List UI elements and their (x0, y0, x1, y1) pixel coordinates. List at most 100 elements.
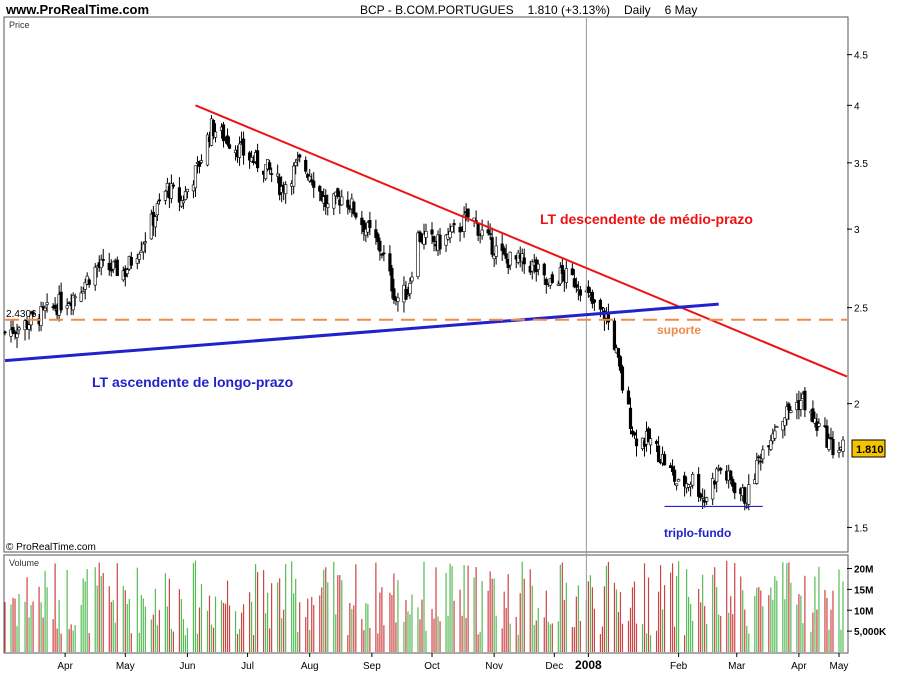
candle-body (424, 231, 428, 238)
suporte-label: suporte (657, 323, 701, 337)
candle-body (550, 274, 554, 283)
period: Daily (623, 3, 651, 17)
price-tick-label: 1.5 (854, 523, 868, 534)
candle-body (626, 390, 631, 405)
chart-title: BCP - B.COM.PORTUGUES 1.810 (+3.13%) Daily… (360, 3, 711, 17)
candle-body (284, 184, 288, 195)
candle-body (278, 176, 282, 196)
candle-body (336, 188, 340, 197)
candle-body (378, 240, 382, 252)
candle-body (388, 253, 392, 272)
price-tick-label: 4.5 (854, 51, 868, 62)
candle-body (157, 199, 161, 202)
candle-body (408, 283, 412, 294)
candle-body (13, 331, 17, 334)
candle-body (320, 191, 324, 201)
candle-body (574, 284, 578, 288)
candle-body (171, 184, 176, 187)
candle-body (676, 479, 681, 482)
candle-body (799, 400, 803, 410)
candle-body (41, 306, 45, 308)
candle-body (620, 366, 625, 391)
x-tick-label: Feb (670, 661, 688, 672)
volume-tick-label: 5,000K (854, 627, 887, 638)
candle-body (27, 324, 31, 330)
candle-body (205, 134, 210, 166)
candle-body (304, 159, 308, 172)
candle-body (522, 257, 526, 265)
candle-body (45, 302, 49, 305)
candle-body (769, 440, 773, 450)
candle-body (3, 331, 7, 334)
candle-body (817, 423, 821, 427)
last-price-value: 1.810 (856, 444, 884, 456)
candle-body (570, 268, 574, 276)
candle-body (789, 410, 793, 413)
candle-body (803, 390, 807, 411)
candle-body (697, 474, 701, 497)
candle-body (268, 162, 272, 170)
annotations (4, 104, 848, 508)
volume-bars (4, 560, 844, 652)
price-tick-label: 4 (854, 101, 860, 112)
candle-body (825, 425, 829, 448)
candle-body (689, 484, 693, 487)
lt-descendente-line (195, 104, 848, 378)
candle-body (438, 234, 442, 250)
candle-body (237, 143, 242, 158)
lt-ascendente-line (4, 302, 719, 363)
candle-body (448, 230, 452, 239)
site-url: www.ProRealTime.com (6, 2, 150, 17)
candle-body (199, 160, 204, 163)
candle-body (616, 348, 621, 358)
candle-body (783, 417, 787, 426)
candle-body (841, 439, 845, 452)
candle-body (169, 183, 173, 199)
candle-body (213, 131, 218, 138)
candle-body (646, 428, 651, 442)
volume-tick-label: 10M (854, 606, 873, 617)
candle-body (87, 279, 91, 285)
candle-body (292, 165, 296, 187)
candle-body (15, 333, 19, 338)
candle-body (542, 263, 546, 276)
candle-body (564, 268, 568, 283)
candle-body (672, 469, 677, 482)
candle-body (83, 281, 87, 290)
candle-body (380, 253, 384, 256)
candle-body (572, 278, 576, 288)
candle-body (502, 248, 506, 255)
candle-body (79, 292, 83, 302)
candle-body (590, 291, 594, 304)
candle-body (185, 188, 190, 193)
x-tick-label: Jun (179, 661, 195, 672)
x-tick-label: Jul (241, 661, 254, 672)
candle-body (674, 483, 679, 486)
x-tick-label: Nov (485, 661, 503, 672)
x-tick-label: 2008 (575, 658, 602, 672)
lt-descendente-label: LT descendente de médio-prazo (540, 211, 753, 227)
candle-body (390, 267, 394, 292)
candle-body (298, 154, 302, 158)
candle-body (382, 252, 386, 255)
candle-body (466, 208, 470, 218)
candle-body (711, 478, 715, 500)
candle-body (296, 158, 300, 161)
candle-body (255, 150, 260, 169)
candle-body (183, 191, 188, 200)
candle-body (294, 161, 298, 166)
candle-body (193, 165, 198, 189)
symbol-name: BCP - B.COM.PORTUGUES (360, 3, 514, 17)
candle-body (719, 468, 723, 471)
candle-body (648, 438, 653, 446)
candle-body (31, 311, 35, 315)
candle-body (598, 299, 603, 310)
candle-body (324, 195, 328, 208)
candle-body (137, 253, 141, 260)
candle-body (155, 203, 159, 216)
x-tick-label: May (830, 661, 849, 672)
candle-body (787, 403, 791, 411)
volume-tick-label: 20M (854, 565, 873, 576)
candle-body (332, 193, 336, 209)
candle-body (662, 454, 667, 466)
